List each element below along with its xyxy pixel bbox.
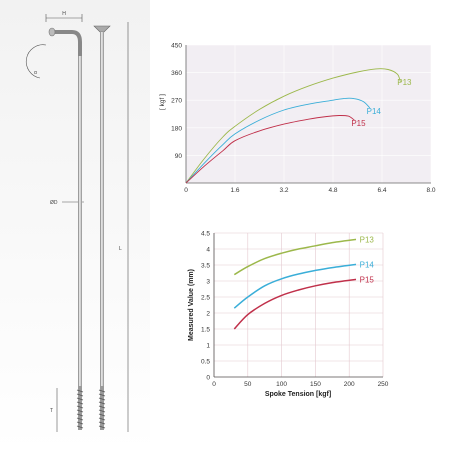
series-line-p14 <box>185 97 371 184</box>
series-line-p13 <box>185 68 401 184</box>
x-axis-label: Spoke Tension [kgf] <box>265 391 331 398</box>
x-tick-label: 3.2 <box>279 187 288 194</box>
x-tick-label: 0 <box>212 381 216 388</box>
series-line-p15 <box>185 115 355 184</box>
y-tick-label: 2 <box>206 311 210 318</box>
y-tick-label: 3 <box>206 279 210 286</box>
y-tick-label: 3.5 <box>201 263 210 270</box>
spoke-head <box>48 27 56 37</box>
y-tick-label: 4 <box>206 247 210 254</box>
series-label-p15: P15 <box>360 275 375 284</box>
spoke-drawing: H α ØD L T <box>0 0 150 453</box>
series-line-p13 <box>233 238 357 276</box>
dimension-alpha-label: α <box>34 70 37 76</box>
x-tick-label: 6.4 <box>377 187 386 194</box>
y-axis-label: Measured Value (mm) <box>188 269 195 341</box>
strength-chart: 0 1.6 3.2 4.8 6.4 8.0 90 180 270 360 450 P13 P14 P15… <box>150 0 450 215</box>
x-tick-label: 250 <box>378 381 389 388</box>
x-tick-label: 0 <box>184 187 188 194</box>
plot-area <box>186 45 431 183</box>
spoke-bend <box>52 30 82 56</box>
y-tick-label: 0 <box>206 375 210 382</box>
y-tick-label: 4.5 <box>201 231 210 238</box>
y-tick-label: 450 <box>171 43 182 50</box>
dimension-l-label: L <box>119 246 122 252</box>
tension-chart-svg: 0 50 100 150 200 250 0 0.5 1 1.5 2 2.5 3 3.5 4 4.5 P13 P… <box>188 231 389 399</box>
y-axis-label: [ kgf ] <box>159 94 166 110</box>
series-line-p15 <box>233 278 357 330</box>
x-tick-label: 1.6 <box>230 187 239 194</box>
x-tick-label: 4.8 <box>328 187 337 194</box>
straight-spoke-shaft <box>100 32 104 386</box>
dimension-t-label: T <box>50 408 53 414</box>
bent-spoke-shaft <box>78 56 82 386</box>
x-tick-label: 150 <box>310 381 321 388</box>
series-label-p14: P14 <box>367 107 382 116</box>
y-tick-label: 1.5 <box>201 327 210 334</box>
y-tick-label: 360 <box>171 70 182 77</box>
y-tick-label: 2.5 <box>201 295 210 302</box>
series-line-p14 <box>233 263 357 309</box>
y-tick-label: 180 <box>171 125 182 132</box>
series-label-p14: P14 <box>360 260 375 269</box>
y-tick-label: 90 <box>175 153 183 160</box>
tension-chart: 0 50 100 150 200 250 0 0.5 1 1.5 2 2.5 3 3.5 4 4.5 P13 P… <box>150 215 450 453</box>
plot-area <box>214 233 383 377</box>
y-tick-label: 0.5 <box>201 359 210 366</box>
dimension-d-label: ØD <box>50 200 58 206</box>
x-tick-label: 100 <box>276 381 287 388</box>
y-tick-label: 1 <box>206 343 210 350</box>
series-label-p15: P15 <box>351 119 366 128</box>
x-tick-label: 200 <box>344 381 355 388</box>
strength-chart-svg: 0 1.6 3.2 4.8 6.4 8.0 90 180 270 360 450 P13 P14P15… <box>159 43 436 195</box>
x-tick-label: 8.0 <box>426 187 435 194</box>
straight-spoke-thread <box>98 386 106 430</box>
dimension-h-label: H <box>62 11 66 17</box>
y-tick-label: 270 <box>171 98 182 105</box>
series-label-p13: P13 <box>397 78 412 87</box>
bent-spoke-thread <box>76 386 84 430</box>
series-label-p13: P13 <box>360 235 375 244</box>
x-tick-label: 50 <box>244 381 252 388</box>
